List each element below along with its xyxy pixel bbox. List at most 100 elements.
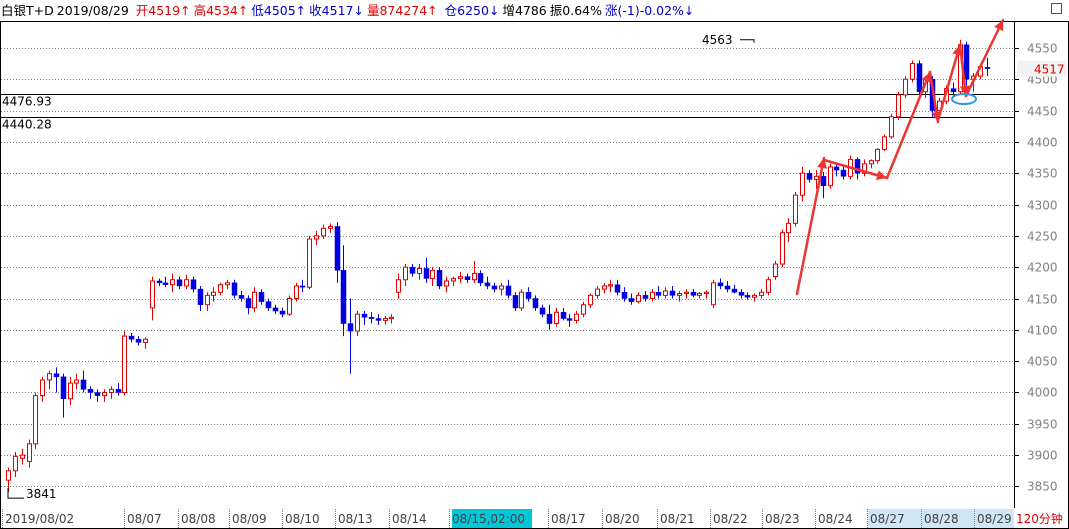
candle [321,224,326,239]
candle-body [539,307,546,315]
x-tick-label: 08/24 [818,512,853,526]
candle [477,270,484,286]
candle-body [176,279,183,287]
candle [307,235,312,290]
candle [197,285,204,312]
candle [896,91,901,120]
candle [150,276,155,321]
candle [984,57,991,77]
candle-body [396,279,401,293]
candle [122,331,127,396]
candle [484,276,491,290]
candle-body [854,159,861,174]
highlight-ellipse [951,93,977,105]
candle-body [279,310,286,315]
candle-body [655,291,662,296]
candle [499,282,504,296]
arrow-head [876,170,887,181]
open-interest: 仓6250↓ [444,3,500,18]
candle [33,392,38,449]
candle-body [505,285,512,296]
candle [396,273,401,299]
arrow-head [921,72,931,84]
candle [773,260,778,280]
candle-body [806,172,813,180]
candle-body [519,291,524,309]
candle-body [875,148,880,162]
candle [519,289,524,312]
candle-body [595,288,600,296]
candle-body [963,44,970,80]
current-price-box [1017,60,1067,77]
candle-body [793,194,798,224]
candle-body [403,266,408,281]
candle [724,280,731,293]
candle [704,290,709,299]
candle [87,386,94,399]
candle [828,163,833,189]
reference-line-label: 4440.28 [2,118,52,132]
candle-body [608,284,613,287]
candle [375,314,382,325]
candle-body [375,318,382,321]
x-tick-label: 08/27 [870,512,905,526]
low-price: 低4505↑ [251,3,307,18]
candle [903,76,908,99]
candle-body [423,268,430,279]
candle-body [636,294,641,303]
x-tick-label: 08/17 [551,512,586,526]
period-label: 120分钟 [1016,511,1063,526]
x-tick-label: 08/10 [285,512,320,526]
candle-body [574,313,579,321]
candle-body [663,290,668,296]
candle [423,257,430,283]
candle [793,191,798,227]
candle [677,290,682,302]
candle [6,467,11,493]
candle-body [464,276,471,280]
candle [258,289,265,305]
y-tick-label: 3950 [1027,418,1058,432]
x-tick-label: 08/29 [977,512,1012,526]
candle-body [272,307,279,312]
arrow-head [994,20,1004,32]
candle [780,229,785,268]
candle [464,273,471,283]
candle-body [334,226,341,271]
candle [752,293,757,302]
candle [458,272,463,283]
candle-body [109,388,114,393]
candle-body [840,169,847,177]
arrow-shaft [936,43,962,122]
quote-header: 白银T+D 2019/08/29 开4519↑ 高4534↑ 低4505↑ 收4517↓… [1,2,697,20]
candle-body [444,280,449,287]
candle-body [33,395,38,445]
x-tick-label: 08/15,02:00 [452,512,525,526]
interest-increase: 增4786 [502,3,547,18]
candle-body [94,392,101,396]
quote-date: 2019/08/29 [56,3,129,18]
candle [574,311,579,324]
corner-toggle-button[interactable] [1051,3,1062,14]
candle [20,448,25,465]
candle-body [950,88,957,93]
arrow-up-2 [885,70,932,180]
y-tick-label: 4400 [1027,136,1058,150]
candle-body [13,455,18,472]
candle [663,287,668,299]
candle [115,383,122,396]
candle [245,295,252,315]
candle [759,289,764,299]
candle-body [628,298,635,302]
candle-body [766,279,771,293]
candle-body [752,294,757,298]
candle [68,376,73,406]
candle [833,163,840,177]
candle [135,336,142,346]
candle-body [833,166,840,171]
arrow-shaft [822,158,889,180]
candle-body [903,78,908,96]
candle [546,304,553,330]
x-tick-label: 08/20 [605,512,640,526]
